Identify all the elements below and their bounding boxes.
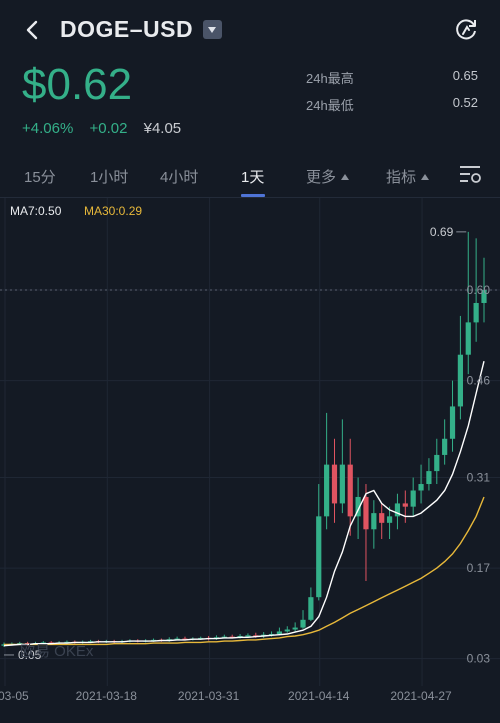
min-price-label: 0.05 — [18, 648, 42, 662]
tab-1h[interactable]: 1小时 — [90, 169, 129, 186]
candle — [371, 513, 377, 530]
x-tick-label: 2021-03-31 — [178, 689, 240, 703]
candle — [449, 406, 456, 439]
y-tick-label: 0.31 — [467, 471, 491, 485]
ma7-line — [3, 361, 485, 647]
caret-down-icon[interactable] — [203, 20, 222, 39]
active-tab-indicator — [241, 194, 265, 197]
y-tick-label: 0.17 — [467, 561, 491, 575]
price-change: +4.06% +0.02 ¥4.05 — [22, 120, 193, 137]
low-label: 24h最低 — [306, 98, 354, 113]
x-tick-label: 2021-04-27 — [390, 689, 452, 703]
candle — [394, 503, 401, 517]
refresh-icon[interactable] — [452, 16, 480, 44]
tab-1d[interactable]: 1天 — [241, 169, 265, 186]
top-bar: DOGE–USD — [0, 0, 500, 60]
tab-more[interactable]: 更多 — [306, 166, 350, 187]
candle — [426, 471, 432, 485]
x-tick-label: 2021-03-18 — [76, 689, 138, 703]
last-price: $0.62 — [22, 60, 133, 109]
tab-more-label: 更多 — [306, 169, 337, 186]
candle — [174, 638, 180, 640]
y-tick-label: 0.46 — [467, 374, 491, 388]
ma30-line — [4, 496, 485, 646]
candle — [284, 629, 290, 632]
candle — [465, 322, 471, 355]
max-price-label: 0.69 — [430, 225, 454, 239]
candle — [410, 490, 416, 507]
candle — [386, 516, 393, 523]
change-percent: +4.06% — [22, 120, 74, 137]
candlestick-chart[interactable]: 0.60 0.46 0.31 0.17 0.03 03-05 2021-03-18 2021-… — [0, 198, 500, 723]
tab-15m[interactable]: 15分 — [24, 169, 56, 186]
candle — [473, 302, 479, 323]
ma7-label: MA7:0.50 — [10, 204, 62, 218]
tab-indicators-label: 指标 — [386, 169, 417, 186]
candle — [331, 464, 338, 504]
candle — [324, 464, 330, 517]
candle — [457, 354, 463, 407]
pair-title[interactable]: DOGE–USD — [60, 16, 194, 42]
candle — [276, 631, 283, 635]
candle — [347, 464, 353, 517]
candle — [379, 513, 385, 523]
y-tick-label: 0.60 — [467, 283, 491, 297]
tab-divider — [0, 197, 500, 198]
candle — [434, 454, 440, 472]
y-tick-label: 0.03 — [467, 652, 491, 666]
candle — [64, 641, 70, 643]
chevron-left-icon[interactable] — [20, 16, 46, 44]
interval-tabs: 15分 1小时 4小时 1天 更多 指标 — [0, 158, 500, 198]
candle — [339, 464, 345, 504]
candle — [300, 619, 306, 628]
candle — [481, 290, 487, 303]
change-absolute: +0.02 — [89, 120, 128, 137]
ma30-label: MA30:0.29 — [84, 204, 143, 218]
tab-indicators[interactable]: 指标 — [386, 166, 430, 187]
candle — [418, 484, 424, 491]
chart-settings-icon[interactable] — [458, 164, 482, 186]
x-tick-label: 2021-04-14 — [288, 689, 350, 703]
candle — [402, 503, 408, 507]
candle — [363, 496, 369, 530]
high-value: 0.65 — [452, 68, 478, 83]
low-value: 0.52 — [452, 95, 478, 110]
triangle-icon — [341, 174, 350, 180]
high-label: 24h最高 — [306, 71, 354, 86]
candle — [355, 496, 361, 517]
tab-4h[interactable]: 4小时 — [160, 169, 199, 186]
x-tick-label: 03-05 — [0, 689, 29, 703]
candle — [182, 638, 188, 640]
candle — [442, 438, 448, 455]
price-cny: ¥4.05 — [143, 120, 182, 137]
candle — [17, 643, 23, 645]
candle — [316, 516, 322, 598]
candle — [25, 643, 31, 645]
candle — [292, 627, 298, 630]
candle — [245, 635, 251, 637]
watermark: 欧易 OKEx — [20, 643, 94, 660]
triangle-icon — [421, 174, 430, 180]
candle — [308, 597, 314, 620]
